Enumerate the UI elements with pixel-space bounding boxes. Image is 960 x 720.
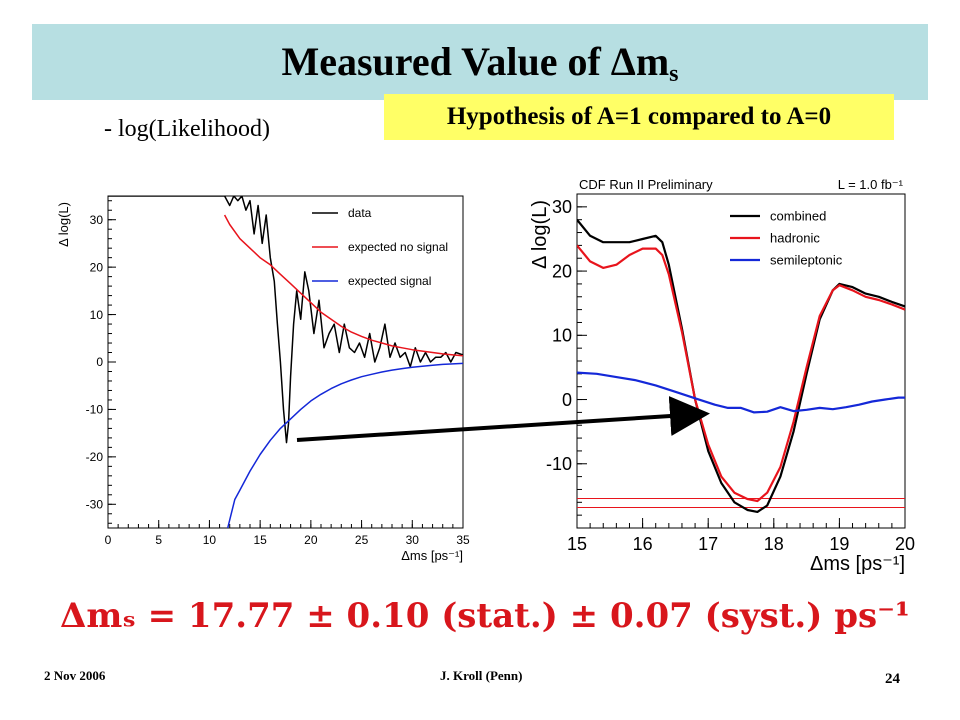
- y-tick-label: 0: [562, 390, 572, 410]
- result-formula: Δmₛ = 17.77 ± 0.10 (stat.) ± 0.07 (syst.…: [60, 596, 910, 636]
- x-axis-label: Δms [ps⁻¹]: [810, 553, 905, 575]
- y-axis-label: Δ log(L): [56, 202, 71, 247]
- x-tick-label: 10: [203, 533, 217, 547]
- x-tick-label: 5: [155, 533, 162, 547]
- y-tick-label: -10: [546, 454, 572, 474]
- y-tick-label: 20: [90, 260, 104, 274]
- series-line-combined: [577, 219, 905, 513]
- legend-label: expected no signal: [348, 240, 448, 254]
- slide-title: Measured Value of Δms: [32, 38, 928, 88]
- footer-date: 2 Nov 2006: [44, 668, 106, 683]
- x-tick-label: 0: [105, 533, 112, 547]
- x-tick-label: 15: [253, 533, 267, 547]
- x-tick-label: 17: [698, 534, 718, 554]
- legend-label: combined: [770, 209, 826, 224]
- legend-label: semileptonic: [770, 253, 843, 268]
- title-band: Measured Value of Δms: [32, 24, 928, 100]
- title-subscript: s: [669, 61, 679, 87]
- x-tick-label: 19: [829, 534, 849, 554]
- x-tick-label: 30: [406, 533, 420, 547]
- chart-left: 0 5 10 15 20 25 30 35 -30 -20 -10 0 10 20 30 data expect…: [56, 195, 470, 563]
- chart-header-left: CDF Run II Preliminary: [579, 177, 713, 192]
- subtitle: - log(Likelihood): [104, 116, 270, 142]
- y-tick-label: -20: [86, 450, 104, 464]
- x-tick-label: 25: [355, 533, 369, 547]
- y-tick-label: 30: [90, 213, 104, 227]
- footer-page-number: 24: [885, 671, 900, 687]
- series-line-expected-no-signal: [223, 214, 463, 357]
- plot-frame: [576, 193, 906, 529]
- series-line-expected-signal: [226, 362, 463, 528]
- x-axis-label: Δms [ps⁻¹]: [401, 548, 463, 563]
- x-tick-label: 16: [633, 534, 653, 554]
- series-line-data: [108, 196, 463, 444]
- y-tick-label: 30: [552, 197, 572, 217]
- y-tick-label: 0: [96, 355, 103, 369]
- legend-label: expected signal: [348, 274, 431, 288]
- y-tick-label: 10: [552, 326, 572, 346]
- y-tick-label: -30: [86, 497, 104, 511]
- x-tick-label: 35: [456, 533, 470, 547]
- y-tick-label: 20: [552, 261, 572, 281]
- title-main: Measured Value of Δm: [281, 39, 670, 84]
- x-tick-label: 20: [304, 533, 318, 547]
- connector-arrow: [296, 396, 710, 442]
- series-group: [108, 196, 463, 528]
- legend-label: data: [348, 206, 372, 220]
- plot-frame: [107, 195, 464, 529]
- y-axis-label: Δ log(L): [529, 200, 551, 269]
- hypothesis-box: Hypothesis of A=1 compared to A=0: [384, 94, 894, 140]
- x-tick-label: 20: [895, 534, 915, 554]
- chart-header-right: L = 1.0 fb⁻¹: [838, 177, 904, 192]
- series-line-semileptonic: [577, 371, 905, 414]
- series-line-hadronic: [577, 244, 905, 503]
- series-group: [577, 219, 905, 513]
- x-tick-label: 18: [764, 534, 784, 554]
- footer-author: J. Kroll (Penn): [440, 668, 523, 683]
- x-tick-label: 15: [567, 534, 587, 554]
- y-tick-label: 10: [90, 308, 104, 322]
- y-tick-label: -10: [86, 403, 104, 417]
- chart-right: 15 16 17 18 19 20 -10 0 10 20 30 combined hadronic se…: [529, 177, 915, 575]
- legend-label: hadronic: [770, 231, 820, 246]
